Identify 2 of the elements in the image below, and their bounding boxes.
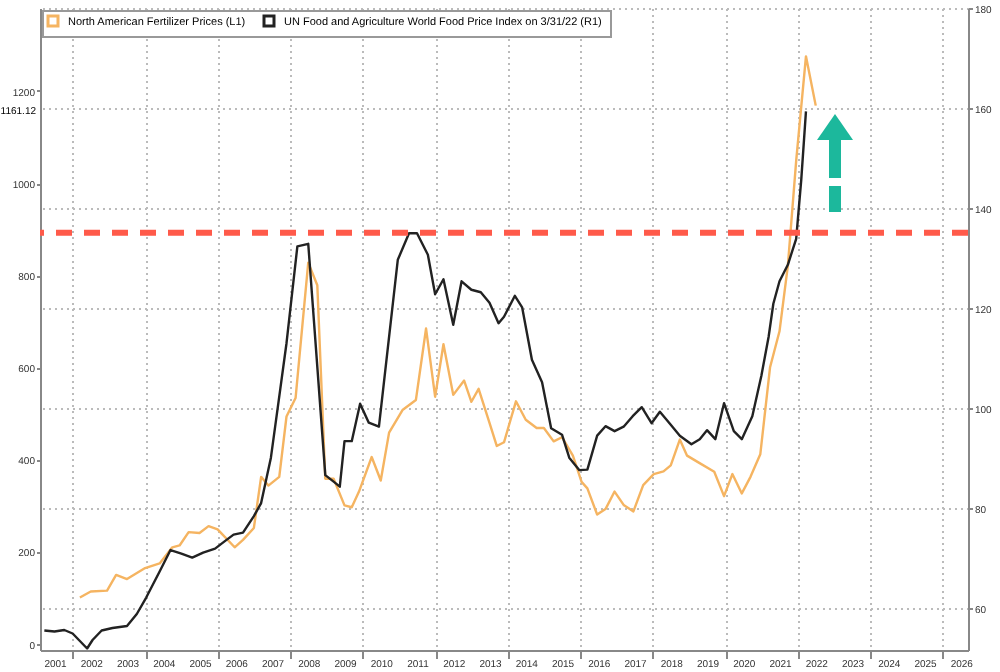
line-series: [43, 110, 808, 650]
line-series: [78, 55, 817, 599]
